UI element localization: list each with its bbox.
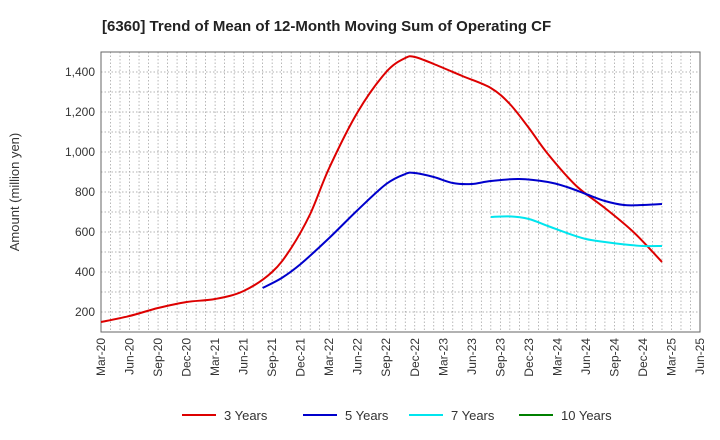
legend-label: 5 Years: [345, 408, 389, 423]
x-tick-label: Dec-24: [636, 338, 650, 377]
legend-item-5-years: 5 Years: [303, 408, 389, 423]
x-tick-label: Sep-24: [607, 338, 621, 377]
grid: [101, 52, 700, 332]
legend: 3 Years 5 Years 7 Years 10 Years: [182, 408, 612, 423]
series-lines: [100, 55, 663, 323]
x-tick-label: Jun-21: [237, 338, 251, 375]
plot-frame: [100, 51, 701, 333]
legend-label: 7 Years: [451, 408, 495, 423]
x-tick-label: Jun-25: [693, 338, 707, 375]
y-tick-label: 1,200: [65, 105, 95, 119]
chart-title: [6360] Trend of Mean of 12-Month Moving …: [102, 18, 551, 35]
legend-label: 10 Years: [561, 408, 612, 423]
x-tick-label: Mar-25: [664, 338, 678, 376]
y-tick-label: 400: [75, 265, 95, 279]
x-tick-label: Sep-20: [151, 338, 165, 377]
series-line-5-years: [262, 171, 663, 289]
series-line-3-years: [100, 55, 663, 323]
x-tick-label: Dec-20: [180, 338, 194, 377]
x-tick-label: Jun-22: [351, 338, 365, 375]
y-tick-label: 1,400: [65, 65, 95, 79]
legend-label: 3 Years: [224, 408, 268, 423]
legend-item-7-years: 7 Years: [409, 408, 495, 423]
x-tick-label: Dec-21: [294, 338, 308, 377]
x-tick-label: Sep-22: [379, 338, 393, 377]
x-tick-label: Mar-23: [436, 338, 450, 376]
series-line-7-years: [490, 215, 663, 248]
legend-item-10-years: 10 Years: [519, 408, 612, 423]
x-tick-label: Mar-22: [322, 338, 336, 376]
x-tick-label: Sep-23: [493, 338, 507, 377]
y-axis-label: Amount (million yen): [7, 133, 22, 252]
x-tick-label: Jun-23: [465, 338, 479, 375]
x-tick-label: Dec-22: [408, 338, 422, 377]
y-tick-label: 800: [75, 185, 95, 199]
x-tick-label: Mar-20: [94, 338, 108, 376]
y-tick-label: 600: [75, 225, 95, 239]
y-ticks: 200 400 600 800 1,000 1,200 1,400: [65, 65, 95, 319]
x-tick-label: Sep-21: [265, 338, 279, 377]
x-tick-label: Mar-24: [550, 338, 564, 376]
x-ticks: Mar-20 Jun-20 Sep-20 Dec-20 Mar-21 Jun-21 Sep-…: [94, 338, 707, 377]
y-tick-label: 1,000: [65, 145, 95, 159]
x-tick-label: Mar-21: [208, 338, 222, 376]
x-tick-label: Jun-20: [123, 338, 137, 375]
legend-item-3-years: 3 Years: [182, 408, 268, 423]
x-tick-label: Dec-23: [522, 338, 536, 377]
x-tick-label: Jun-24: [579, 338, 593, 375]
y-tick-label: 200: [75, 305, 95, 319]
